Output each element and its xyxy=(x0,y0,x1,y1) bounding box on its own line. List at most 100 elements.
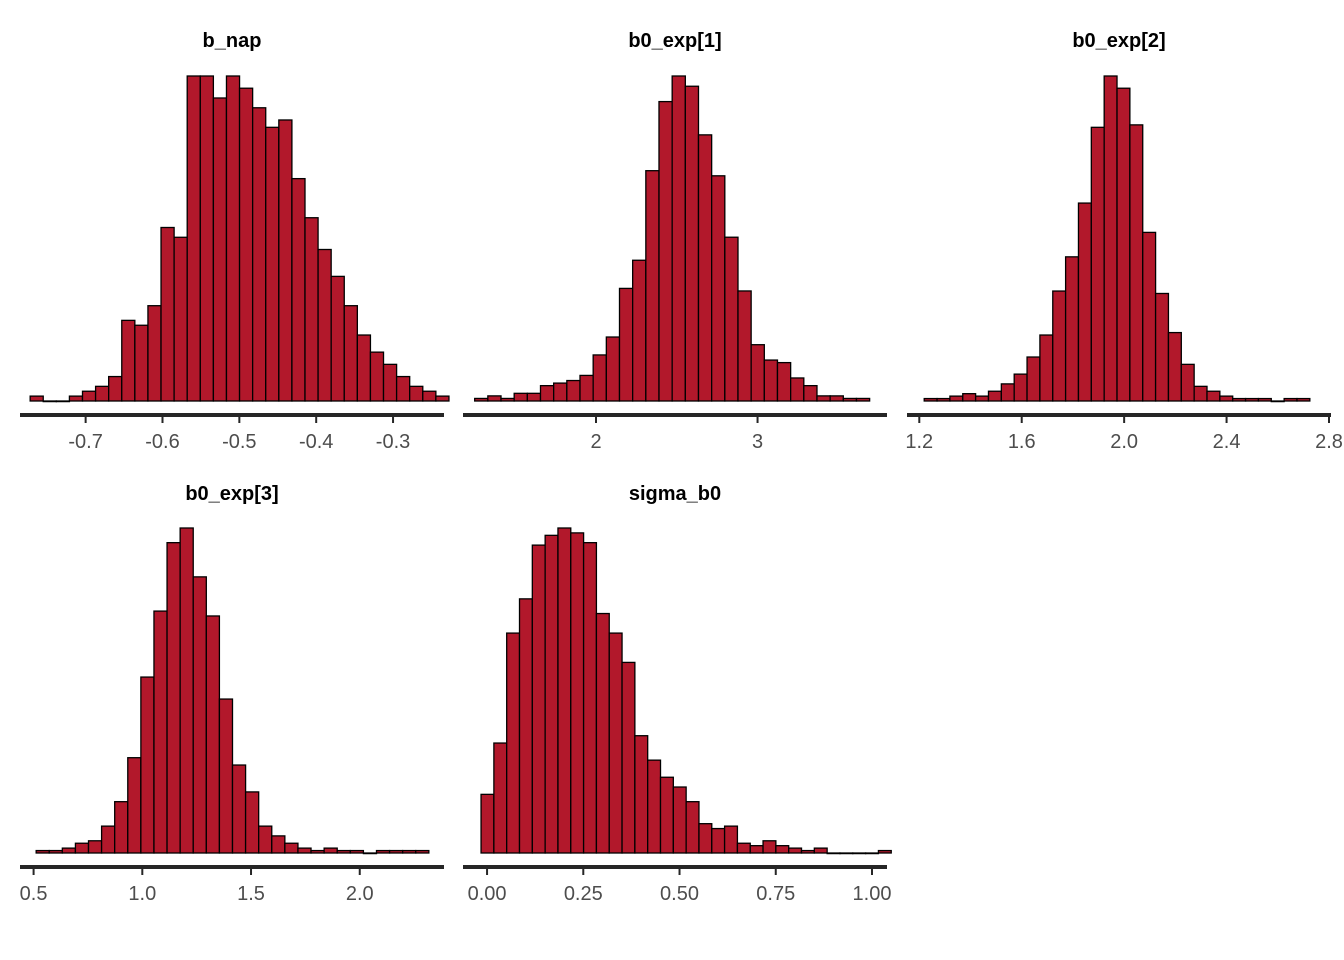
histogram-bar xyxy=(1077,202,1092,402)
histogram-bar xyxy=(776,361,792,402)
panel-1: b_nap -0.7 -0.6 -0.5 -0.4 -0.3 xyxy=(20,30,450,453)
histogram-bar xyxy=(409,385,424,402)
histogram-bar xyxy=(974,395,990,402)
histogram-bar xyxy=(813,847,828,854)
histogram-bar xyxy=(506,632,521,854)
histogram-bar xyxy=(671,75,686,402)
histogram-bar xyxy=(395,375,411,402)
histogram-bar xyxy=(160,226,175,402)
histogram-bar xyxy=(87,840,103,854)
histogram-bar xyxy=(68,395,84,402)
histogram-bar xyxy=(81,390,97,402)
histogram-bar xyxy=(1090,126,1105,402)
x-tick-label: 2.4 xyxy=(1213,431,1241,453)
panel-title: sigma_b0 xyxy=(629,483,721,505)
x-tick-label: 0.25 xyxy=(564,883,603,905)
histogram-bar xyxy=(697,134,713,402)
histogram-bar xyxy=(634,735,649,854)
histogram-bar xyxy=(330,275,345,402)
panel-5: sigma_b0 0.00 0.25 0.50 0.75 1.00 xyxy=(463,483,892,905)
histogram-bar xyxy=(388,849,404,854)
histogram-bar xyxy=(369,351,385,402)
histogram-bar xyxy=(114,801,129,854)
histogram-bar xyxy=(685,801,700,854)
histogram-bar xyxy=(493,742,508,854)
histogram-bar xyxy=(852,852,867,855)
histogram-bar xyxy=(518,598,533,854)
histogram-bar xyxy=(816,395,831,402)
histogram-bar xyxy=(212,97,228,402)
histogram-bar xyxy=(317,248,332,402)
histogram-bar xyxy=(684,85,700,402)
histogram-bar xyxy=(435,395,450,402)
histogram-bar xyxy=(736,842,751,854)
x-tick-label: 2.0 xyxy=(1110,431,1138,453)
histogram-bar xyxy=(74,842,90,854)
histogram-bar xyxy=(531,544,546,854)
panel-title: b0_exp[3] xyxy=(185,483,278,505)
histogram-bar xyxy=(422,390,437,402)
panel-title: b0_exp[1] xyxy=(628,30,721,52)
histogram-bar xyxy=(375,849,391,854)
histogram-bar xyxy=(864,852,880,855)
histogram-bar xyxy=(763,359,779,402)
histogram-bar xyxy=(121,319,136,402)
histogram-bar xyxy=(480,793,495,854)
histogram-bar xyxy=(402,849,417,854)
histogram-bar xyxy=(592,354,607,402)
histogram-bar xyxy=(1026,356,1041,402)
histogram-bar xyxy=(1013,373,1028,402)
histogram-bar xyxy=(1000,383,1015,402)
histogram-bar xyxy=(842,397,858,402)
histogram-bar xyxy=(544,534,559,854)
panel-title: b_nap xyxy=(203,30,262,52)
histogram-bar xyxy=(923,397,938,402)
histogram-bar xyxy=(108,375,123,402)
histogram-bar xyxy=(199,75,215,402)
histogram-bar xyxy=(284,842,299,854)
histogram-bar xyxy=(737,290,752,402)
histogram-bar xyxy=(343,305,359,402)
histogram-bar xyxy=(415,849,430,854)
histogram-bar xyxy=(1039,334,1054,402)
histogram-bar xyxy=(829,395,844,402)
histogram-bar xyxy=(1219,395,1234,402)
histogram-bar xyxy=(826,852,841,855)
histogram-bar xyxy=(238,87,254,402)
histogram-bar xyxy=(48,849,63,854)
x-tick-label: 1.0 xyxy=(128,883,156,905)
histogram-bar xyxy=(877,849,892,854)
x-tick-label: -0.4 xyxy=(299,431,333,453)
histogram-bar xyxy=(29,395,44,402)
histogram-bar xyxy=(762,840,777,854)
histogram-bar xyxy=(645,170,660,402)
histogram-bar xyxy=(100,825,116,854)
histogram-bar xyxy=(218,698,234,854)
histogram-bar xyxy=(595,612,610,854)
histogram-bar xyxy=(225,75,241,402)
histogram-bar xyxy=(775,845,790,854)
histogram-bar xyxy=(1103,75,1118,402)
histogram-bar xyxy=(800,849,815,854)
histogram-bar xyxy=(356,334,372,402)
histogram-bar xyxy=(349,849,365,854)
x-tick-label: 3 xyxy=(752,431,763,453)
histogram-bar xyxy=(1154,292,1170,402)
x-tick-label: 1.00 xyxy=(853,883,892,905)
histogram-bar xyxy=(711,175,726,402)
histogram-bar xyxy=(750,344,765,402)
panel-4: b0_exp[3] 0.5 1.0 1.5 2.0 xyxy=(20,483,444,905)
histogram-bar xyxy=(936,397,951,402)
histogram-bar xyxy=(570,532,585,854)
histogram-bar xyxy=(618,287,634,402)
histogram-bar xyxy=(1232,397,1247,402)
histogram-bar xyxy=(205,615,221,854)
histogram-bar xyxy=(127,757,142,854)
x-tick-label: -0.6 xyxy=(145,431,179,453)
histogram-bar xyxy=(1129,124,1144,402)
histogram-bar xyxy=(231,764,247,854)
histogram-bar xyxy=(179,527,194,854)
x-tick-label: 0.75 xyxy=(756,883,795,905)
histogram-bar xyxy=(1270,400,1285,403)
histogram-bar xyxy=(297,847,312,854)
